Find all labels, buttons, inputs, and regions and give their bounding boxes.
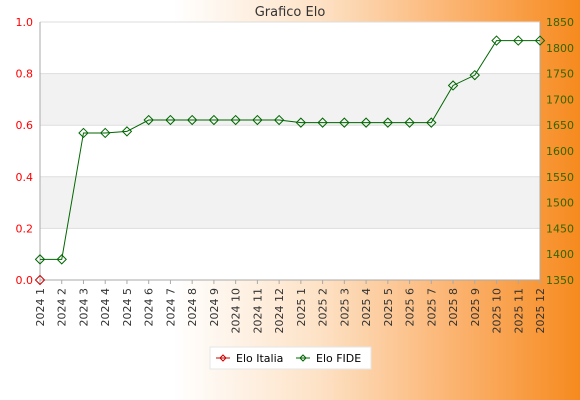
data-point (491, 35, 502, 46)
x-tick-label: 2024 6 (143, 288, 156, 327)
x-tick-label: 2025 12 (534, 288, 547, 334)
x-tick-label: 2025 8 (447, 288, 460, 327)
y-tick-label-left: 0.6 (16, 119, 34, 132)
data-point (78, 127, 89, 139)
data-point (143, 114, 154, 126)
data-point (534, 35, 546, 46)
x-tick-label: 2024 5 (121, 288, 134, 327)
y-tick-label-right: 1500 (546, 197, 574, 210)
data-point (252, 114, 263, 126)
data-point (339, 117, 350, 128)
x-tick-label: 2025 6 (404, 288, 417, 327)
data-point (447, 80, 459, 91)
x-tick-label: 2024 8 (186, 288, 199, 327)
y-tick-label-right: 1450 (546, 222, 574, 235)
y-tick-label-right: 1800 (546, 42, 574, 55)
plot-area (40, 22, 540, 280)
legend-box (209, 346, 372, 370)
y-tick-label-right: 1700 (546, 93, 574, 106)
y-tick-label-left: 0.8 (16, 68, 34, 81)
legend-swatch-marker (219, 354, 227, 362)
y-tick-label-left: 0.0 (16, 274, 34, 287)
x-tick-label: 2025 1 (295, 288, 308, 327)
x-tick-label: 2024 12 (273, 288, 286, 334)
data-point (230, 114, 241, 126)
x-tick-label: 2024 10 (230, 288, 243, 334)
x-tick-label: 2025 3 (338, 288, 351, 327)
x-tick-label: 2024 2 (56, 288, 69, 327)
x-tick-label: 2025 10 (491, 288, 504, 334)
data-point (513, 35, 524, 46)
y-tick-label-right: 1850 (546, 16, 574, 29)
legend-label: Elo Italia (236, 352, 283, 365)
x-tick-label: 2024 3 (77, 288, 90, 327)
x-tick-label: 2025 9 (469, 288, 482, 327)
data-point (295, 117, 307, 128)
x-tick-label: 2025 5 (382, 288, 395, 327)
data-point (186, 114, 198, 126)
y-tick-label-right: 1650 (546, 119, 574, 132)
x-tick-label: 2024 11 (251, 288, 264, 334)
x-tick-label: 2025 7 (425, 288, 438, 327)
y-tick-label-right: 1400 (546, 248, 574, 261)
grid-band (40, 176, 540, 229)
x-tick-label: 2024 9 (208, 288, 221, 327)
data-point (382, 117, 394, 128)
x-tick-label: 2025 11 (512, 288, 525, 334)
data-point (165, 114, 176, 126)
chart-title: Grafico Elo (255, 5, 326, 20)
y-tick-label-left: 1.0 (16, 16, 34, 29)
y-tick-label-left: 0.4 (16, 171, 34, 184)
y-tick-label-right: 1550 (546, 171, 574, 184)
x-tick-label: 2025 4 (360, 288, 373, 327)
y-tick-label-right: 1600 (546, 145, 574, 158)
data-point (317, 117, 328, 128)
x-tick-label: 2024 7 (164, 288, 177, 327)
data-point (100, 127, 111, 139)
data-point (273, 114, 285, 126)
grid-band (40, 73, 540, 126)
x-tick-label: 2024 1 (34, 288, 47, 327)
data-point (208, 114, 220, 126)
x-tick-label: 2024 4 (99, 288, 112, 327)
data-point (360, 117, 372, 128)
legend-swatch-marker (299, 354, 307, 362)
data-point (34, 254, 46, 265)
data-point (121, 126, 133, 137)
data-point (469, 69, 480, 81)
y-tick-label-right: 1350 (546, 274, 574, 287)
data-point (404, 117, 415, 128)
data-point (426, 117, 437, 128)
legend-label: Elo FIDE (316, 352, 361, 365)
x-tick-label: 2025 2 (317, 288, 330, 327)
y-tick-label-right: 1750 (546, 68, 574, 81)
data-point (56, 254, 67, 265)
y-tick-label-left: 0.2 (16, 222, 34, 235)
data-point (34, 274, 46, 286)
